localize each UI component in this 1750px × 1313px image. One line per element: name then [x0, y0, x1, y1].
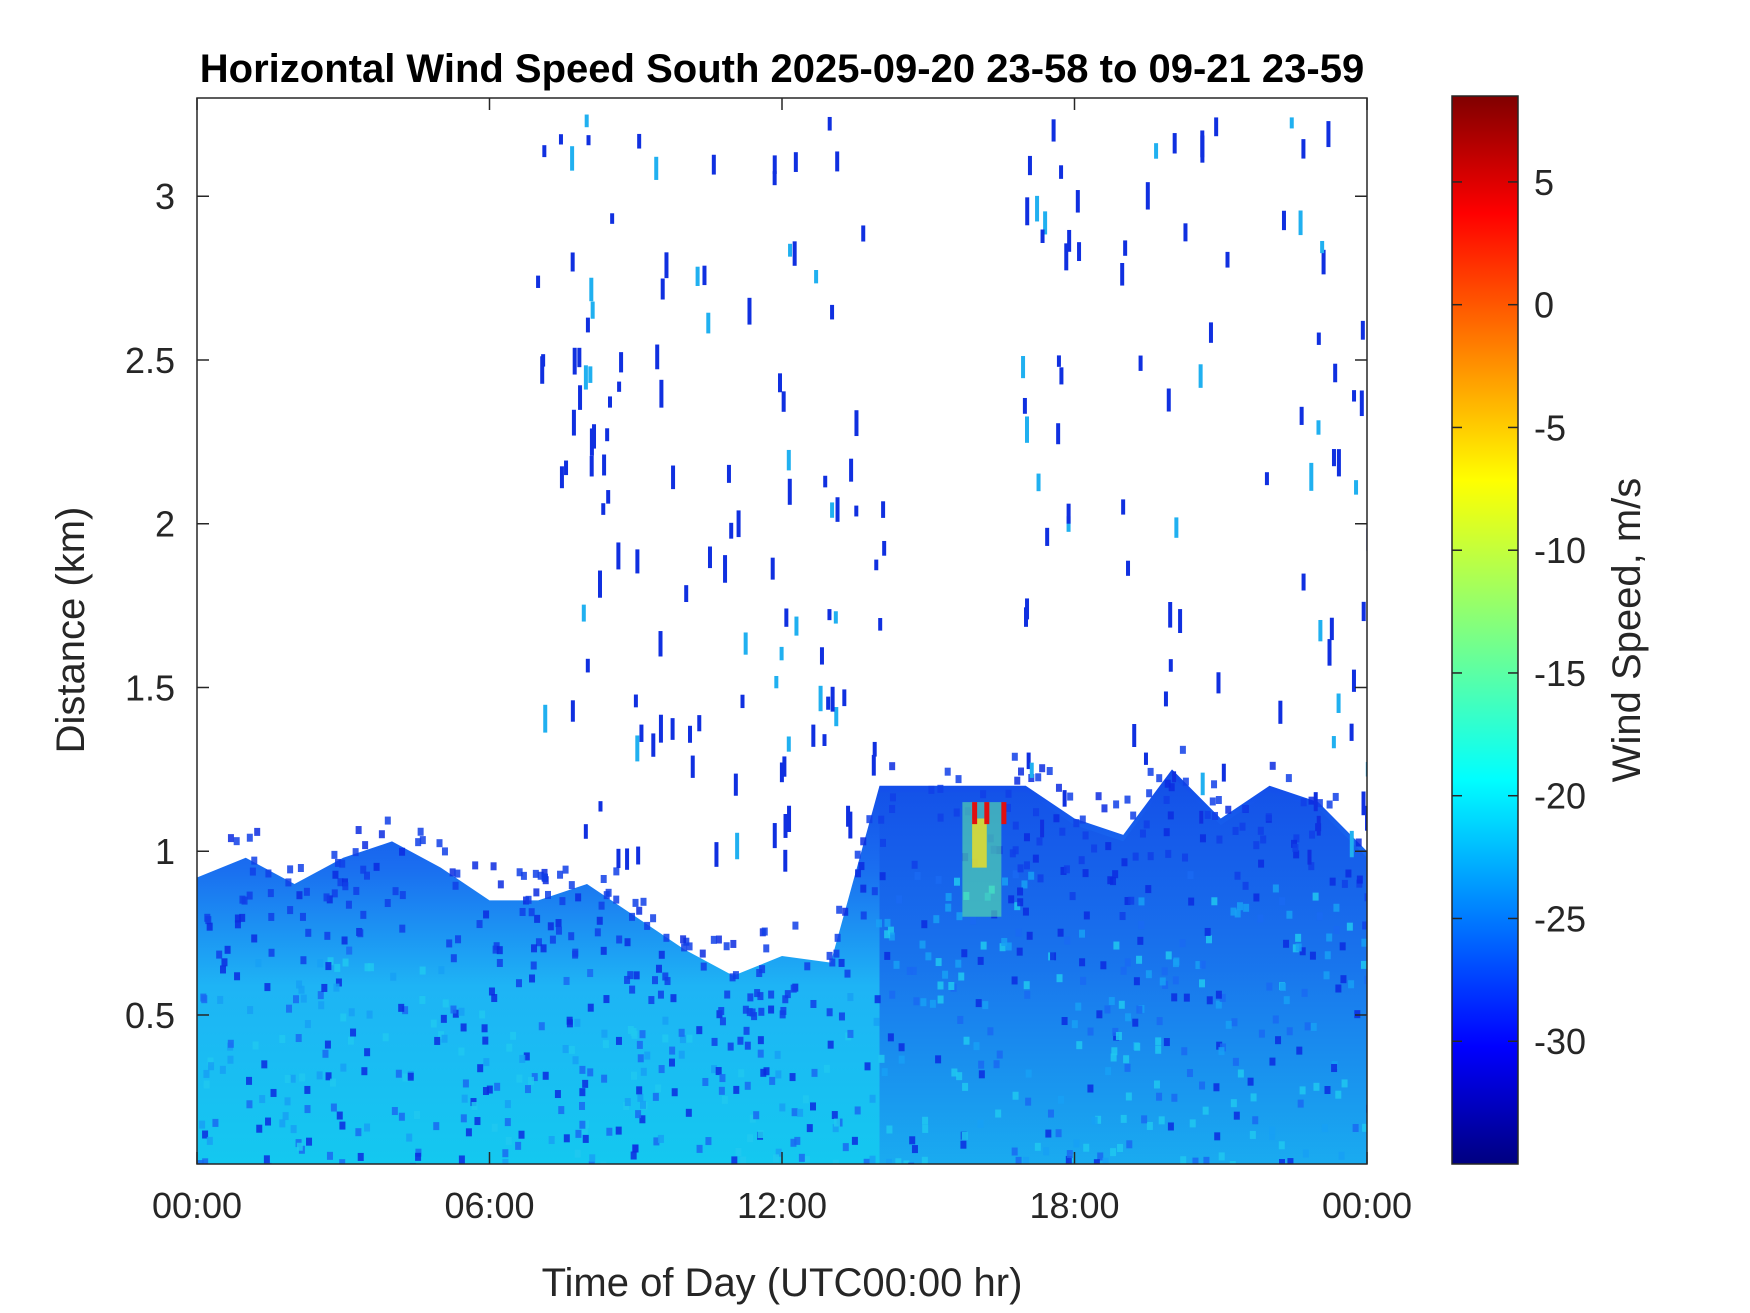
colorbar-tick-label: -25	[1534, 898, 1586, 939]
x-tick-label: 12:00	[737, 1185, 827, 1226]
y-tick-label: 2	[155, 504, 175, 545]
colorbar-tick-label: 0	[1534, 285, 1554, 326]
upper-returns	[536, 114, 1367, 872]
x-axis-label: Time of Day (UTC00:00 hr)	[542, 1261, 1023, 1305]
x-tick-label: 00:00	[152, 1185, 242, 1226]
y-tick-label: 0.5	[125, 995, 175, 1036]
x-tick-label: 18:00	[1029, 1185, 1119, 1226]
y-tick-label: 1	[155, 831, 175, 872]
y-tick-label: 3	[155, 176, 175, 217]
x-tick-label: 00:00	[1322, 1185, 1412, 1226]
chart-title: Horizontal Wind Speed South 2025-09-20 2…	[200, 47, 1364, 91]
colorbar-tick-label: -10	[1534, 530, 1586, 571]
speckle-texture	[197, 745, 1367, 1164]
y-axis-label: Distance (km)	[49, 507, 93, 754]
colorbar-tick-label: -5	[1534, 407, 1566, 448]
colorbar	[1451, 95, 1519, 1165]
colorbar-label: Wind Speed, m/s	[1605, 478, 1649, 783]
colorbar-tick-label: -30	[1534, 1021, 1586, 1062]
colorbar-tick-label: -20	[1534, 776, 1586, 817]
localized-maximum	[962, 802, 1007, 917]
colorbar-tick-label: -15	[1534, 653, 1586, 694]
y-tick-label: 2.5	[125, 340, 175, 381]
y-tick-label: 1.5	[125, 667, 175, 708]
colorbar-tick-label: 5	[1534, 162, 1554, 203]
x-tick-label: 06:00	[444, 1185, 534, 1226]
